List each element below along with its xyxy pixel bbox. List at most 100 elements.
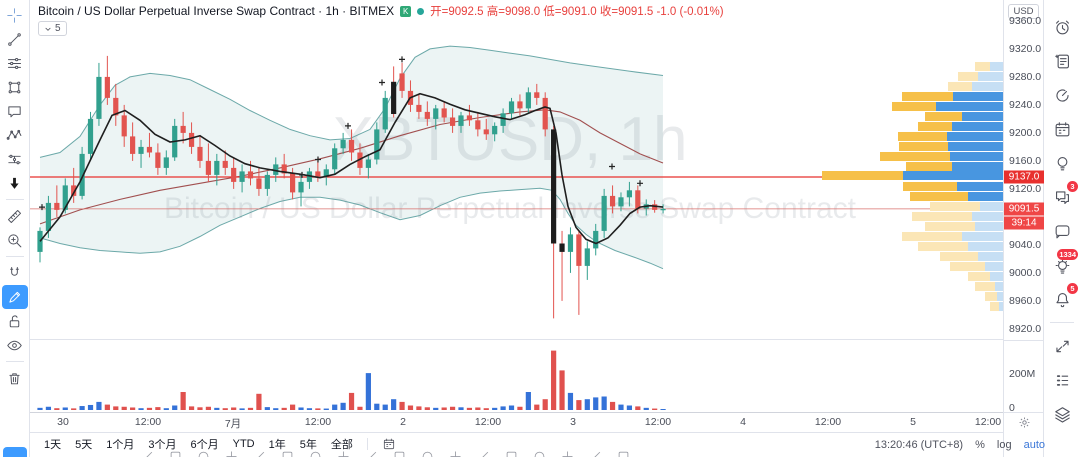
chat-icon (1055, 224, 1069, 238)
volume-bar (399, 401, 405, 410)
range-tab-1年[interactable]: 1年 (268, 439, 286, 451)
log-scale-button[interactable]: log (996, 439, 1012, 451)
tool-rectangle[interactable] (2, 75, 28, 99)
volume-bar (163, 408, 169, 410)
cut-tool-icon[interactable] (504, 449, 519, 457)
volume-bar (290, 404, 296, 410)
sidebar-compare-arrows[interactable] (1048, 329, 1076, 363)
range-tab-5年[interactable]: 5年 (299, 439, 317, 451)
range-tab-全部[interactable]: 全部 (330, 439, 353, 451)
symbol-title[interactable]: Bitcoin / US Dollar Perpetual Inverse Sw… (38, 4, 395, 18)
cut-tool-icon[interactable] (168, 449, 183, 457)
volume-profile-sell-bar (972, 82, 1003, 91)
price-axis[interactable]: USD 9360.0 9320.0 9280.0 9240.0 9200.0 9160.0… (1003, 0, 1044, 457)
cut-tool-icon[interactable] (224, 449, 239, 457)
volume-bar (281, 407, 287, 410)
go-to-date-button[interactable] (382, 437, 396, 452)
chart-canvas[interactable]: XBTUSD, 1h Bitcoin / US Dollar Perpetual … (30, 0, 1003, 412)
tool-crosshair[interactable] (2, 3, 28, 27)
candle-body (323, 169, 329, 177)
auto-scale-button[interactable]: auto (1023, 439, 1045, 451)
range-tab-5天[interactable]: 5天 (75, 439, 93, 451)
ruler-icon (7, 209, 22, 223)
sidebar-dom[interactable] (1048, 363, 1076, 397)
cut-tool-icon[interactable] (140, 449, 155, 457)
bollinger-upper-line (39, 45, 664, 158)
tool-draw[interactable] (1, 285, 28, 309)
plus-marker (39, 204, 45, 211)
cut-tool-icon[interactable] (392, 449, 407, 457)
sidebar-donut-chart[interactable] (1048, 78, 1076, 112)
volume-bar (214, 407, 220, 410)
volume-bar (407, 405, 414, 410)
tool-long-position[interactable] (2, 147, 28, 171)
bar-countdown-label: 39:14 (1004, 216, 1044, 230)
volume-profile-sell-bar (980, 202, 1003, 211)
sidebar-bell[interactable]: 5 (1048, 282, 1078, 316)
time-axis-label: 12:00 (134, 416, 162, 428)
clock[interactable]: 13:20:46 (UTC+8) (874, 439, 964, 451)
candle-body (382, 97, 388, 130)
tool-trash[interactable] (2, 366, 28, 390)
sidebar-lightbulb[interactable] (1048, 146, 1076, 180)
cut-tool-icon[interactable] (336, 449, 351, 457)
cut-tool-icon[interactable] (560, 449, 575, 457)
cut-tool-icon[interactable] (588, 449, 603, 457)
sidebar-chat[interactable] (1048, 214, 1076, 248)
sidebar-calendar[interactable] (1048, 112, 1076, 146)
cut-tool-icon[interactable] (420, 449, 435, 457)
currency-toggle-button[interactable]: USD (1008, 4, 1039, 19)
cut-tool-icon[interactable] (252, 449, 267, 457)
candle-style-icon[interactable]: K (400, 5, 412, 17)
indicators-collapsed-pill[interactable]: 5 (38, 21, 67, 36)
volume-bar (382, 404, 388, 410)
candle-body (231, 167, 237, 182)
chart-main[interactable]: XBTUSD, 1h Bitcoin / US Dollar Perpetual … (30, 0, 1045, 457)
sidebar-layers[interactable] (1048, 397, 1076, 431)
volume-profile-buy-bar (990, 302, 999, 311)
range-tab-1天[interactable]: 1天 (44, 439, 62, 451)
cut-tool-icon[interactable] (308, 449, 323, 457)
cut-off-tool-icon[interactable] (3, 447, 27, 457)
price-tick-label: 8920.0 (1009, 322, 1042, 335)
tool-eye[interactable] (2, 333, 28, 357)
range-tab-6个月[interactable]: 6个月 (190, 439, 219, 451)
tool-ruler[interactable] (2, 204, 28, 228)
percent-scale-button[interactable]: % (975, 439, 985, 451)
sidebar-idea-bulb[interactable]: 1334 (1048, 248, 1078, 282)
range-tab-3个月[interactable]: 3个月 (148, 439, 177, 451)
volume-bar (593, 397, 599, 410)
tool-magnet[interactable] (2, 261, 28, 285)
cut-tool-icon[interactable] (448, 449, 463, 457)
tool-zoom-in[interactable] (2, 228, 28, 252)
cut-tool-icon[interactable] (364, 449, 379, 457)
sidebar-chat-quote[interactable]: 3 (1048, 180, 1078, 214)
sidebar-watchlist[interactable] (1048, 44, 1076, 78)
cut-tool-icon[interactable] (532, 449, 547, 457)
cut-tool-icon[interactable] (196, 449, 211, 457)
gear-icon (1019, 417, 1029, 428)
candle-body (348, 139, 355, 153)
range-tab-1个月[interactable]: 1个月 (106, 439, 135, 451)
price-tick-label: 9200.0 (1009, 126, 1042, 139)
chart-legend[interactable]: Bitcoin / US Dollar Perpetual Inverse Sw… (38, 3, 724, 19)
tool-text-comment[interactable] (2, 99, 28, 123)
tool-lock[interactable] (2, 309, 28, 333)
rectangle-icon (8, 81, 21, 93)
volume-bar (492, 407, 498, 410)
cut-tool-icon[interactable] (476, 449, 491, 457)
volume-bar (551, 350, 557, 410)
volume-bar (37, 407, 43, 410)
cut-tool-icon[interactable] (280, 449, 295, 457)
chart-settings-gear[interactable] (1004, 413, 1044, 432)
cut-tool-icon[interactable] (616, 449, 631, 457)
range-tab-YTD[interactable]: YTD (232, 438, 255, 450)
tool-xabcd-pattern[interactable] (2, 123, 28, 147)
tool-arrow-down[interactable] (2, 171, 28, 195)
tool-parallel-lines[interactable] (2, 51, 28, 75)
time-axis[interactable]: 30 12:00 7月 12:00 2 12:00 3 12:00 4 12:00 5 12:00 (30, 412, 1003, 432)
tool-trend-line[interactable] (2, 27, 28, 51)
candle-body (466, 115, 473, 121)
notification-badge: 3 (1067, 181, 1078, 192)
sidebar-alarm[interactable] (1048, 10, 1076, 44)
